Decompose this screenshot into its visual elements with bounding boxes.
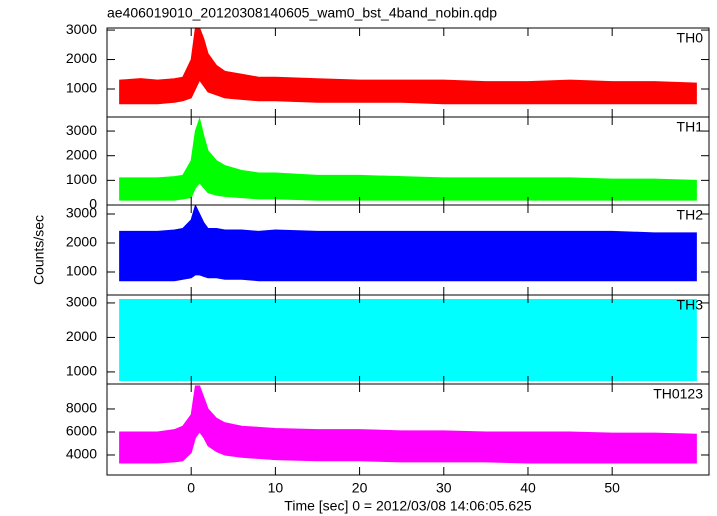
y-tick-label: 3000 <box>66 205 97 221</box>
panel-frame <box>106 383 710 476</box>
y-tick-label: 2000 <box>66 328 97 344</box>
panel-label: TH0123 <box>653 386 703 402</box>
panel-label: TH3 <box>677 297 704 313</box>
y-tick-label: 2000 <box>66 146 97 162</box>
y-axis-label: Counts/sec <box>31 215 47 285</box>
y-tick-label: 8000 <box>66 400 97 416</box>
count-band <box>119 28 697 105</box>
y-tick-label: 2000 <box>66 50 97 66</box>
x-axis-label: Time [sec] 0 = 2012/03/08 14:06:05.625 <box>284 498 532 514</box>
y-tick-label: 3000 <box>66 21 97 37</box>
x-tick-label: 0 <box>187 480 195 496</box>
x-tick-label: 40 <box>520 480 536 496</box>
count-band <box>119 117 697 201</box>
y-tick-label: 1000 <box>66 263 97 279</box>
y-tick-label: 4000 <box>66 446 97 462</box>
chart-title: ae406019010_20120308140605_wam0_bst_4ban… <box>107 5 497 21</box>
count-band <box>119 205 697 282</box>
y-tick-label: 1000 <box>66 363 97 379</box>
x-tick-label: 30 <box>436 480 452 496</box>
panel-label: TH2 <box>677 207 704 223</box>
count-band <box>119 385 697 464</box>
x-tick-label: 10 <box>268 480 284 496</box>
count-band <box>119 298 697 382</box>
y-tick-label: 1000 <box>66 80 97 96</box>
y-tick-label: 2000 <box>66 234 97 250</box>
y-tick-label: 1000 <box>66 171 97 187</box>
y-tick-label: 3000 <box>66 122 97 138</box>
x-tick-label: 20 <box>352 480 368 496</box>
y-tick-label: 3000 <box>66 294 97 310</box>
y-tick-label: 6000 <box>66 423 97 439</box>
panel-label: TH1 <box>677 119 704 135</box>
x-tick-label: 50 <box>604 480 620 496</box>
y-tick-label: 0 <box>89 196 97 212</box>
panel-label: TH0 <box>677 30 704 46</box>
